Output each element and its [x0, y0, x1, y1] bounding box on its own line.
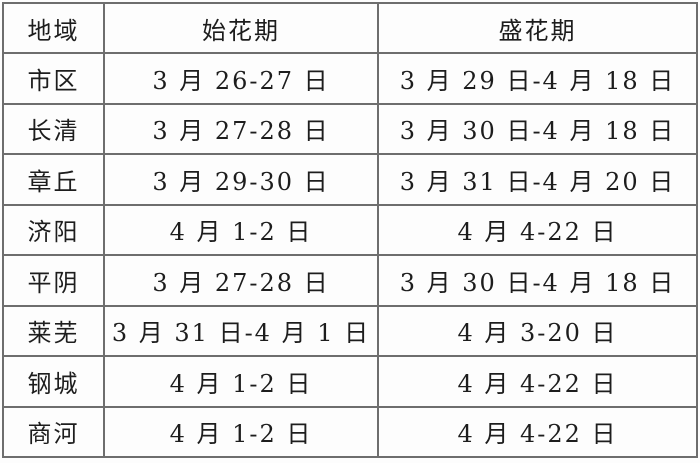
region-cell: 莱芜: [2, 304, 105, 357]
table-row: 市区 3 月 26-27 日 3 月 29 日-4 月 18 日: [2, 52, 698, 105]
first-bloom-cell: 3 月 31 日-4 月 1 日: [103, 304, 379, 357]
first-bloom-cell: 4 月 1-2 日: [103, 203, 379, 256]
full-bloom-cell: 4 月 4-22 日: [377, 405, 698, 458]
first-bloom-cell: 4 月 1-2 日: [103, 355, 379, 408]
full-bloom-cell: 4 月 4-22 日: [377, 355, 698, 408]
region-cell: 市区: [2, 52, 105, 105]
table-row: 长清 3 月 27-28 日 3 月 30 日-4 月 18 日: [2, 102, 698, 155]
table-row: 商河 4 月 1-2 日 4 月 4-22 日: [2, 405, 698, 458]
first-bloom-cell: 3 月 27-28 日: [103, 254, 379, 307]
table-row: 平阴 3 月 27-28 日 3 月 30 日-4 月 18 日: [2, 254, 698, 307]
region-cell: 长清: [2, 102, 105, 155]
table-row: 莱芜 3 月 31 日-4 月 1 日 4 月 3-20 日: [2, 304, 698, 357]
first-bloom-cell: 3 月 27-28 日: [103, 102, 379, 155]
full-bloom-cell: 4 月 3-20 日: [377, 304, 698, 357]
region-cell: 钢城: [2, 355, 105, 408]
region-cell: 章丘: [2, 153, 105, 206]
full-bloom-cell: 3 月 30 日-4 月 18 日: [377, 254, 698, 307]
flowering-period-table: 地域 始花期 盛花期 市区 3 月 26-27 日 3 月 29 日-4 月 1…: [2, 2, 698, 458]
first-bloom-cell: 3 月 29-30 日: [103, 153, 379, 206]
first-bloom-cell: 3 月 26-27 日: [103, 52, 379, 105]
header-full-bloom: 盛花期: [377, 2, 698, 54]
header-first-bloom: 始花期: [103, 2, 379, 54]
full-bloom-cell: 3 月 29 日-4 月 18 日: [377, 52, 698, 105]
region-cell: 济阳: [2, 203, 105, 256]
region-cell: 商河: [2, 405, 105, 458]
region-cell: 平阴: [2, 254, 105, 307]
table-row: 章丘 3 月 29-30 日 3 月 31 日-4 月 20 日: [2, 153, 698, 206]
full-bloom-cell: 3 月 30 日-4 月 18 日: [377, 102, 698, 155]
table-header-row: 地域 始花期 盛花期: [2, 2, 698, 54]
header-region: 地域: [2, 2, 105, 54]
full-bloom-cell: 4 月 4-22 日: [377, 203, 698, 256]
first-bloom-cell: 4 月 1-2 日: [103, 405, 379, 458]
table-row: 钢城 4 月 1-2 日 4 月 4-22 日: [2, 355, 698, 408]
full-bloom-cell: 3 月 31 日-4 月 20 日: [377, 153, 698, 206]
table-row: 济阳 4 月 1-2 日 4 月 4-22 日: [2, 203, 698, 256]
